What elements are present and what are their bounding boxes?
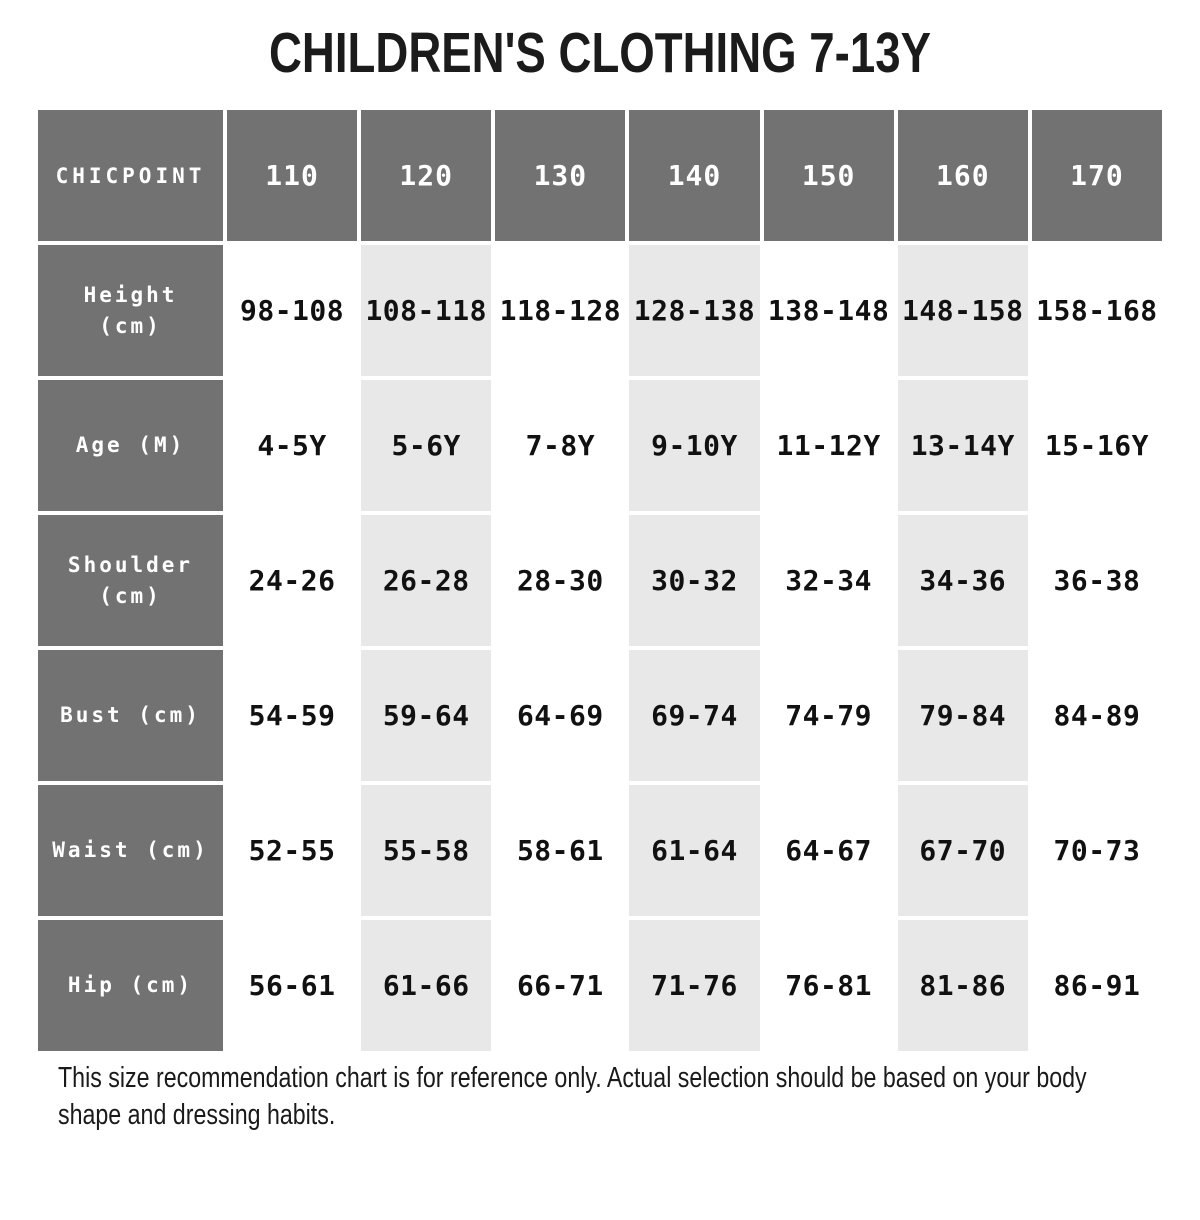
height-cell-140: 128-138 (629, 245, 760, 376)
size-header-130: 130 (495, 110, 626, 241)
hip-cell-160: 81-86 (897, 920, 1028, 1051)
size-header-150: 150 (763, 110, 894, 241)
bust-cell-150: 74-79 (763, 650, 894, 781)
bust-cell-120: 59-64 (361, 650, 492, 781)
height-cell-130: 118-128 (495, 245, 626, 376)
shoulder-cell-120: 26-28 (361, 515, 492, 646)
size-header-140: 140 (629, 110, 760, 241)
size-header-120: 120 (361, 110, 492, 241)
hip-cell-150: 76-81 (763, 920, 894, 1051)
row-label-age: Age (M) (38, 380, 223, 511)
waist-cell-160: 67-70 (897, 785, 1028, 916)
hip-cell-110: 56-61 (227, 920, 358, 1051)
hip-cell-120: 61-66 (361, 920, 492, 1051)
age-cell-160: 13-14Y (897, 380, 1028, 511)
brand-header-cell: CHICPOINT (38, 110, 223, 241)
waist-cell-120: 55-58 (361, 785, 492, 916)
hip-cell-140: 71-76 (629, 920, 760, 1051)
shoulder-cell-150: 32-34 (763, 515, 894, 646)
age-cell-130: 7-8Y (495, 380, 626, 511)
height-cell-170: 158-168 (1031, 245, 1162, 376)
height-cell-150: 138-148 (763, 245, 894, 376)
waist-cell-130: 58-61 (495, 785, 626, 916)
row-label-height: Height (cm) (38, 245, 223, 376)
row-label-waist: Waist (cm) (38, 785, 223, 916)
shoulder-cell-110: 24-26 (227, 515, 358, 646)
height-cell-110: 98-108 (227, 245, 358, 376)
waist-cell-140: 61-64 (629, 785, 760, 916)
size-header-170: 170 (1031, 110, 1162, 241)
bust-cell-160: 79-84 (897, 650, 1028, 781)
hip-cell-170: 86-91 (1031, 920, 1162, 1051)
shoulder-cell-140: 30-32 (629, 515, 760, 646)
row-label-bust: Bust (cm) (38, 650, 223, 781)
shoulder-cell-130: 28-30 (495, 515, 626, 646)
row-label-shoulder: Shoulder (cm) (38, 515, 223, 646)
hip-cell-130: 66-71 (495, 920, 626, 1051)
age-cell-140: 9-10Y (629, 380, 760, 511)
row-label-hip: Hip (cm) (38, 920, 223, 1051)
bust-cell-130: 64-69 (495, 650, 626, 781)
waist-cell-110: 52-55 (227, 785, 358, 916)
age-cell-120: 5-6Y (361, 380, 492, 511)
footer-note: This size recommendation chart is for re… (58, 1062, 1087, 1132)
bust-cell-170: 84-89 (1031, 650, 1162, 781)
page-title: CHILDREN'S CLOTHING 7-13Y (269, 21, 931, 85)
height-cell-120: 108-118 (361, 245, 492, 376)
age-cell-110: 4-5Y (227, 380, 358, 511)
size-header-160: 160 (897, 110, 1028, 241)
size-header-110: 110 (227, 110, 358, 241)
bust-cell-110: 54-59 (227, 650, 358, 781)
age-cell-150: 11-12Y (763, 380, 894, 511)
waist-cell-150: 64-67 (763, 785, 894, 916)
age-cell-170: 15-16Y (1031, 380, 1162, 511)
waist-cell-170: 70-73 (1031, 785, 1162, 916)
shoulder-cell-170: 36-38 (1031, 515, 1162, 646)
height-cell-160: 148-158 (897, 245, 1028, 376)
size-chart-table: CHICPOINT 110 120 130 140 150 160 170 He… (38, 110, 1162, 1051)
shoulder-cell-160: 34-36 (897, 515, 1028, 646)
bust-cell-140: 69-74 (629, 650, 760, 781)
